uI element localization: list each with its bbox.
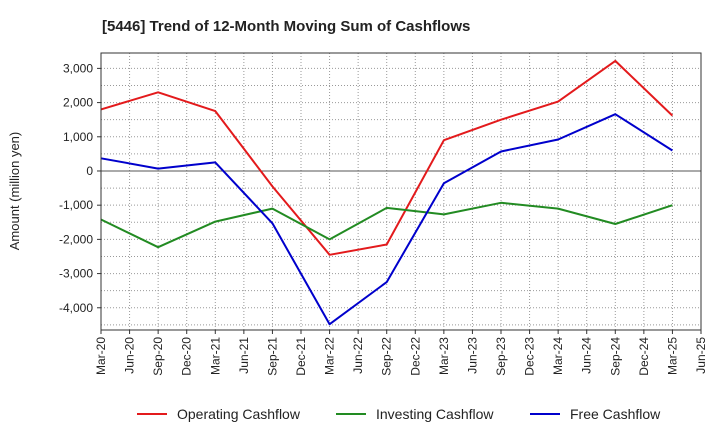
x-tick-label: Mar-22 (323, 337, 337, 375)
chart-title: [5446] Trend of 12-Month Moving Sum of C… (102, 18, 470, 35)
y-tick-label: 0 (86, 164, 93, 178)
x-tick-label: Mar-20 (94, 337, 108, 375)
legend-label: Investing Cashflow (376, 406, 494, 422)
x-tick-label: Jun-25 (694, 337, 708, 374)
x-tick-label: Jun-20 (123, 337, 137, 374)
series-lines (100, 59, 674, 326)
x-tick-label: Sep-22 (380, 337, 394, 376)
series-line-operating-cashflow (100, 59, 674, 256)
x-tick-label: Sep-24 (608, 337, 622, 376)
grid-lines (101, 53, 701, 330)
y-axis-ticks: 3,000 2,000 1,000 0 -1,000 -2,000 -3,000 -4,000 (59, 61, 101, 315)
legend-label: Free Cashflow (570, 406, 661, 422)
y-tick-label: -2,000 (59, 232, 93, 246)
y-tick-label: -1,000 (59, 198, 93, 212)
series-line-free-cashflow (100, 113, 673, 326)
x-tick-label: Jun-23 (465, 337, 479, 374)
series-line-investing-cashflow (100, 201, 673, 249)
legend-label: Operating Cashflow (177, 406, 301, 422)
y-tick-label: 2,000 (63, 96, 93, 110)
y-axis-label: Amount (million yen) (7, 132, 22, 251)
x-tick-label: Mar-25 (665, 337, 679, 375)
legend: Operating Cashflow Investing Cashflow Free… (137, 406, 661, 422)
x-tick-label: Jun-24 (580, 337, 594, 374)
y-tick-label: 3,000 (63, 61, 93, 75)
x-tick-label: Dec-23 (523, 337, 537, 376)
x-tick-label: Sep-21 (265, 337, 279, 376)
y-tick-label: -4,000 (59, 301, 93, 315)
x-tick-label: Jun-22 (351, 337, 365, 374)
x-tick-label: Dec-24 (637, 337, 651, 376)
y-tick-label: -3,000 (59, 267, 93, 281)
x-tick-label: Dec-20 (180, 337, 194, 376)
x-tick-label: Mar-23 (437, 337, 451, 375)
x-tick-label: Dec-21 (294, 337, 308, 376)
y-tick-label: 1,000 (63, 130, 93, 144)
x-tick-label: Sep-20 (151, 337, 165, 376)
x-axis-ticks: Mar-20 Jun-20 Sep-20 Dec-20 Mar-21 Jun-21 Sep-… (94, 330, 708, 376)
plot-area-frame (100, 52, 702, 331)
x-tick-label: Jun-21 (237, 337, 251, 374)
x-tick-label: Sep-23 (494, 337, 508, 376)
x-tick-label: Mar-24 (551, 337, 565, 375)
x-tick-label: Mar-21 (208, 337, 222, 375)
x-tick-label: Dec-22 (408, 337, 422, 376)
